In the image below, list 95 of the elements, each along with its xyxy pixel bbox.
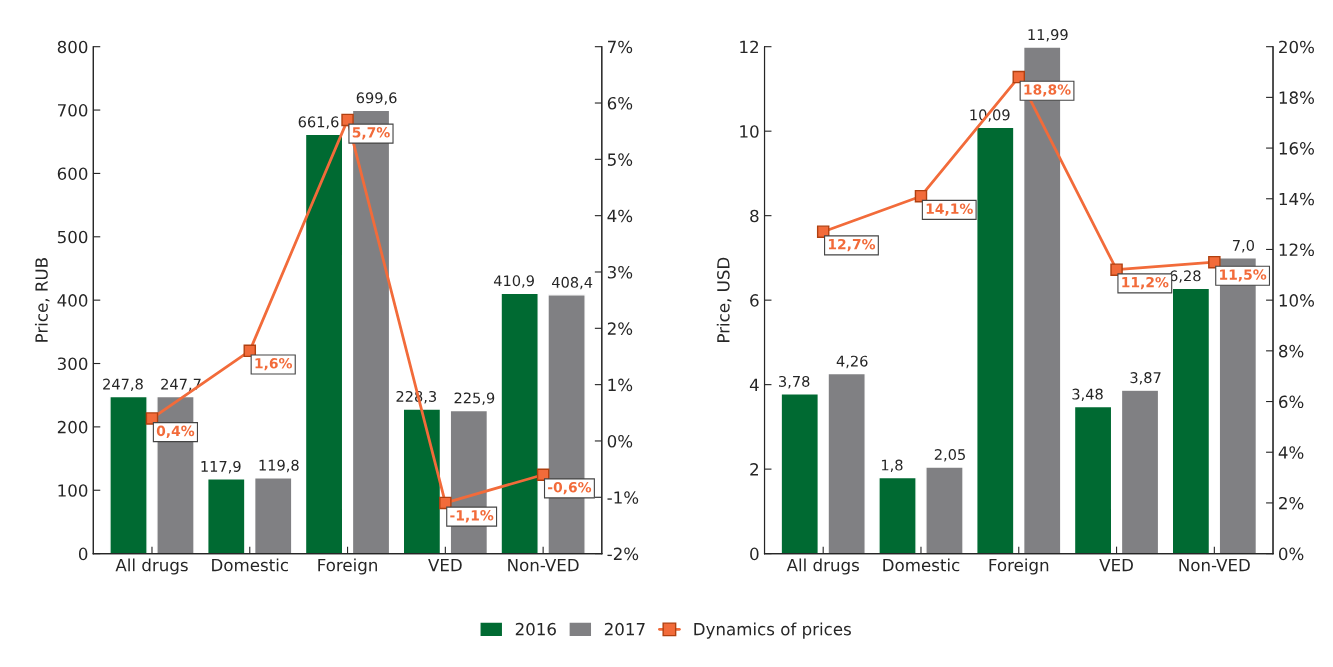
data-label: 408,4: [551, 276, 593, 290]
data-label: 119,8: [259, 459, 299, 473]
data-label: 11,99: [1028, 29, 1068, 42]
y2-tick-label: 4%: [607, 209, 633, 223]
x-tick-label: Non-VED: [508, 558, 579, 572]
legend-label: Dynamics of prices: [694, 622, 851, 639]
data-label: 3,48: [1072, 388, 1103, 402]
y2-tick-label: 20%: [1279, 40, 1314, 54]
data-label: 3,87: [1130, 372, 1161, 385]
y2-tick-label: 10%: [1279, 294, 1314, 307]
x-tick-label: Domestic: [212, 558, 288, 572]
y2-tick-label: -2%: [607, 547, 639, 561]
data-label: 5,7%: [352, 127, 390, 140]
bar: [500, 292, 539, 554]
bar: [253, 477, 293, 554]
data-label: 1,6%: [255, 358, 293, 371]
data-label: 14,1%: [926, 203, 973, 216]
data-label: 4,26: [836, 355, 868, 369]
x-tick-label: VED: [428, 558, 462, 572]
y-tick-label: 8: [750, 209, 759, 223]
y2-tick-label: 18%: [1279, 91, 1314, 104]
point: [1110, 263, 1123, 276]
x-tick-label: Non-VED: [1179, 558, 1250, 572]
bar: [207, 478, 246, 554]
bar: [780, 393, 819, 554]
bar: [1073, 405, 1113, 554]
y-tick-label: 2: [750, 463, 758, 476]
data-label: 1,8: [881, 459, 903, 473]
data-label: -1,1%: [450, 510, 494, 523]
data-label: 699,6: [356, 92, 397, 105]
point: [145, 412, 159, 425]
bar: [827, 372, 866, 554]
data-label: 11,2%: [1122, 276, 1169, 290]
y-tick-label: 200: [57, 420, 88, 434]
y2-tick-label: 6%: [607, 96, 633, 110]
y-axis-title: Price, RUB: [34, 258, 50, 342]
x-tick-label: VED: [1099, 558, 1133, 572]
y-tick-label: 800: [57, 40, 88, 54]
y-tick-label: 100: [58, 484, 88, 497]
data-label: 18,8%: [1024, 84, 1071, 97]
y-tick-label: 12: [740, 40, 758, 54]
bar: [402, 408, 442, 554]
y-tick-label: 0: [750, 547, 759, 561]
data-label: 11,5%: [1220, 269, 1267, 282]
data-label: 117,9: [201, 460, 241, 474]
data-label: 12,7%: [828, 238, 876, 252]
bar: [109, 395, 148, 554]
y2-tick-label: 0%: [1278, 547, 1304, 561]
data-label: 661,6: [298, 116, 339, 129]
y2-tick-label: 1%: [608, 378, 633, 392]
bar: [878, 476, 917, 554]
bar: [925, 466, 964, 554]
bar: [1120, 389, 1160, 554]
y2-tick-label: 2%: [1279, 496, 1304, 510]
data-label: 0,4%: [156, 425, 195, 438]
x-tick-label: Foreign: [989, 558, 1049, 575]
y-tick-label: 0: [78, 547, 88, 561]
y2-tick-label: 6%: [1279, 395, 1304, 409]
y-axis-title: Price, USD: [716, 257, 732, 342]
data-label: 3,78: [779, 375, 810, 389]
y2-tick-label: 0%: [607, 434, 633, 448]
data-label: 247,8: [103, 378, 143, 392]
y2-tick-label: 7%: [608, 40, 633, 54]
point: [816, 225, 830, 238]
y2-tick-label: 16%: [1279, 142, 1314, 155]
data-label: 2,05: [934, 448, 965, 462]
y-tick-label: 6: [750, 294, 759, 307]
x-tick-label: All drugs: [115, 558, 188, 575]
data-label: -0,6%: [548, 481, 592, 495]
legend-label: 2017: [604, 622, 645, 636]
data-label: 7,0: [1232, 239, 1254, 253]
bar: [304, 133, 344, 554]
x-tick-label: All drugs: [786, 558, 859, 575]
y2-tick-label: 5%: [607, 153, 633, 166]
legend-label: 2016: [515, 622, 556, 636]
y-tick-label: 600: [57, 167, 88, 180]
data-label: 247,7: [161, 378, 201, 392]
y2-tick-label: 12%: [1279, 243, 1314, 257]
y2-tick-label: 14%: [1279, 192, 1314, 206]
data-label: 225,9: [454, 392, 495, 405]
x-tick-label: Domestic: [883, 558, 960, 572]
data-label: 410,9: [493, 275, 534, 288]
y-tick-label: 300: [57, 357, 88, 371]
y-tick-label: 4: [749, 378, 759, 391]
y2-tick-label: 2%: [607, 322, 633, 335]
y-tick-label: 700: [58, 104, 88, 117]
y2-tick-label: 4%: [1278, 446, 1304, 459]
x-tick-label: Foreign: [318, 558, 377, 575]
y2-tick-label: 8%: [1279, 344, 1304, 358]
y-tick-label: 10: [740, 125, 759, 138]
y2-tick-label: 3%: [607, 265, 633, 279]
y-tick-label: 400: [57, 294, 88, 307]
y-tick-label: 500: [57, 230, 88, 244]
point: [1208, 255, 1221, 269]
y2-tick-label: -1%: [607, 491, 639, 504]
